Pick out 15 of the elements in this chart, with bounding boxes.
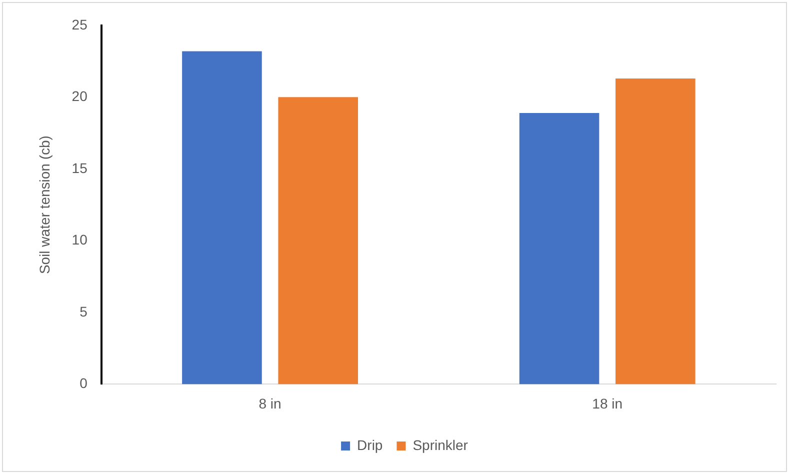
legend-label: Sprinkler [412, 436, 468, 453]
y-tick-label: 0 [80, 375, 88, 392]
y-tick-label: 10 [72, 232, 88, 248]
bar [278, 97, 358, 384]
x-tick-label: 8 in [258, 395, 282, 412]
x-tick-label: 18 in [592, 395, 623, 412]
y-tick-label: 5 [80, 303, 88, 320]
y-tick-label: 20 [72, 88, 88, 104]
y-axis-title: Soil water tension (cb) [36, 136, 52, 274]
legend-label: Drip [357, 436, 383, 453]
y-tick-label: 25 [72, 16, 88, 32]
y-tick-label: 15 [72, 160, 88, 176]
bar [519, 112, 600, 384]
bar [182, 51, 262, 384]
bar [616, 78, 696, 384]
